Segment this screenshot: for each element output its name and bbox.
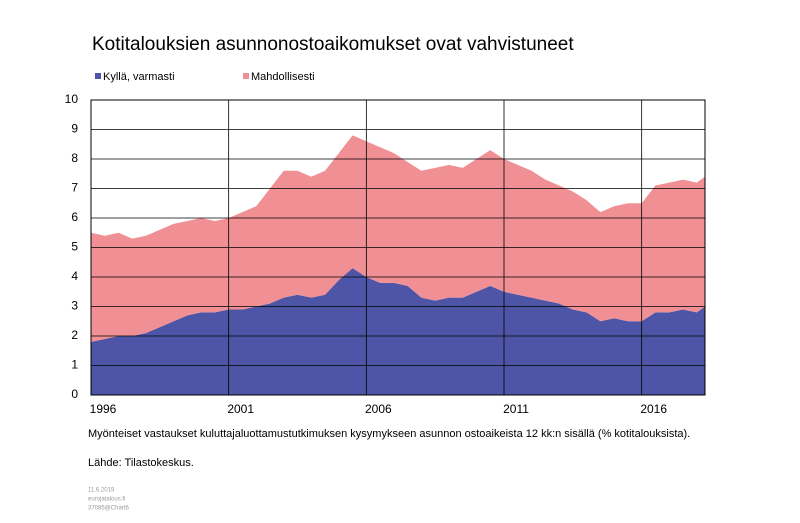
x-tick-label: 1996: [90, 402, 117, 416]
plot-border: [90, 99, 706, 396]
note: 37085@Chart6: [88, 506, 129, 512]
chart-title: Kotitalouksien asunnonostoaikomukset ova…: [92, 34, 574, 55]
y-tick-label: 3: [71, 299, 78, 313]
area: [91, 135, 705, 342]
legend-label: Kyllä, varmasti: [103, 71, 175, 83]
y-tick-label: 5: [71, 240, 78, 254]
y-tick-label: 1: [71, 358, 78, 372]
y-tick-label: 2: [71, 328, 78, 342]
y-tick-label: 8: [71, 151, 78, 165]
y-tick-label: 10: [65, 92, 79, 106]
x-tick-label: 2001: [227, 402, 254, 416]
y-tick-label: 4: [71, 269, 78, 283]
y-tick-label: 9: [71, 122, 78, 136]
note: 11.6.2019: [88, 488, 115, 494]
note: eurojatalous.fi: [88, 497, 125, 503]
x-tick-label: 2011: [503, 402, 529, 416]
legend-label: Mahdollisesti: [251, 71, 315, 83]
area: [91, 268, 705, 395]
legend-swatch: [95, 73, 101, 79]
y-tick-label: 0: [71, 387, 78, 401]
caption: Myönteiset vastaukset kuluttajaluottamus…: [88, 428, 690, 440]
y-tick-label: 7: [71, 181, 78, 195]
source: Lähde: Tilastokeskus.: [88, 457, 194, 469]
x-tick-label: 2006: [365, 402, 392, 416]
x-tick-label: 2016: [640, 402, 667, 416]
y-tick-label: 6: [71, 210, 78, 224]
legend-swatch: [243, 73, 249, 79]
